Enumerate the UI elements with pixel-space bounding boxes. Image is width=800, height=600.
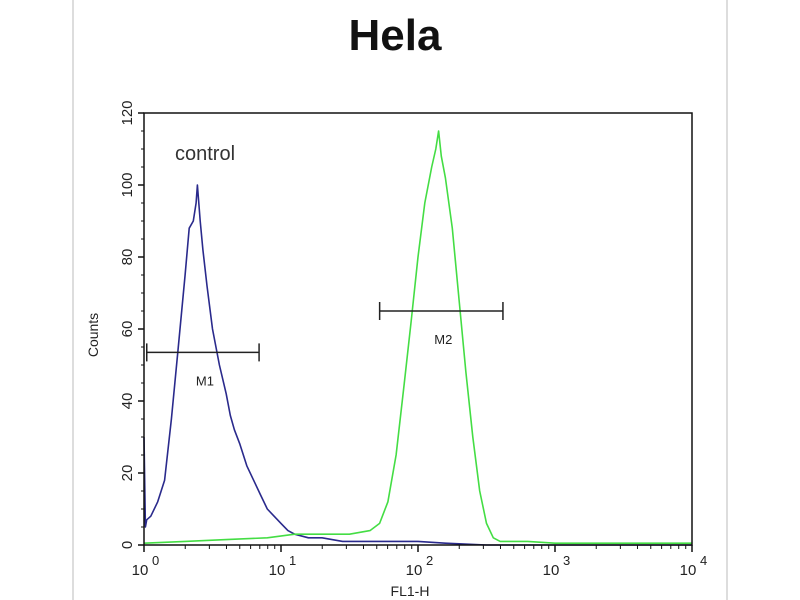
x-tick-label: 10	[132, 562, 149, 579]
y-tick-label: 100	[119, 172, 136, 197]
x-tick-label: 10	[543, 562, 560, 579]
x-tick-label: 10	[406, 562, 423, 579]
y-tick-label: 20	[119, 465, 136, 482]
y-tick-label: 40	[119, 393, 136, 410]
series-sample	[143, 130, 692, 544]
x-tick-exponent: 2	[426, 553, 433, 568]
series-control	[143, 184, 692, 546]
plot-frame	[143, 112, 693, 546]
x-tick-exponent: 0	[152, 553, 159, 568]
y-tick-label: 80	[119, 249, 136, 266]
control-annotation: control	[175, 143, 235, 165]
y-tick-label: 0	[119, 541, 136, 549]
chart-title: Hela	[349, 11, 442, 60]
marker-M1-label: M1	[196, 373, 214, 388]
x-tick-label: 10	[269, 562, 286, 579]
x-tick-exponent: 3	[563, 553, 570, 568]
x-tick-label: 10	[680, 562, 697, 579]
marker-M2-label: M2	[434, 332, 452, 347]
x-axis-label: FL1-H	[391, 583, 430, 599]
x-tick-exponent: 1	[289, 553, 296, 568]
y-tick-label: 120	[119, 100, 136, 125]
y-axis-label: Counts	[85, 313, 101, 357]
y-tick-label: 60	[119, 321, 136, 338]
x-tick-exponent: 4	[700, 553, 707, 568]
